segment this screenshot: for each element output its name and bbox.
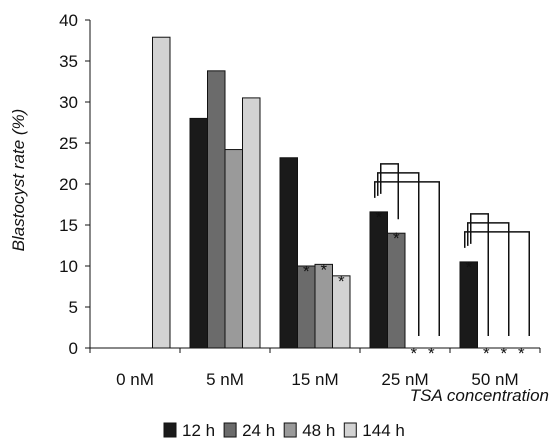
y-tick-label: 25 xyxy=(59,134,78,153)
bar-12h-5nM xyxy=(189,117,208,349)
legend-label: 48 h xyxy=(302,421,335,440)
y-tick-label: 15 xyxy=(59,216,78,235)
y-axis: 0 5 10 15 20 25 30 35 40 xyxy=(59,11,91,358)
significance-star: * xyxy=(410,344,417,363)
x-axis-title: TSA concentration xyxy=(410,386,549,405)
bar-144h-0nM xyxy=(152,36,171,349)
y-axis-title: Blastocyst rate (%) xyxy=(9,109,28,252)
significance-star: * xyxy=(375,208,382,227)
comparison-bracket xyxy=(464,231,530,336)
y-tick-label: 40 xyxy=(59,11,78,30)
bar-48h-5nM xyxy=(224,149,243,349)
bar-24h-25nM xyxy=(387,232,406,349)
x-axis: 0 nM 5 nM 15 nM 25 nM 50 nM xyxy=(89,347,541,389)
legend-item: 24 h xyxy=(223,421,275,440)
legend-swatch xyxy=(283,422,297,438)
bars xyxy=(152,36,478,349)
bar-144h-15nM xyxy=(332,275,351,349)
legend-label: 24 h xyxy=(242,421,275,440)
legend-swatch xyxy=(223,422,237,438)
comparison-bracket xyxy=(377,172,420,336)
x-tick-label: 0 nM xyxy=(116,370,154,389)
x-tick-label: 50 nM xyxy=(471,370,518,389)
significance-stars: * * * * * * * * * * * xyxy=(303,208,525,363)
significance-star: * xyxy=(393,229,400,248)
bar-12h-25nM xyxy=(369,211,388,349)
significance-star: * xyxy=(500,344,507,363)
significance-star: * xyxy=(320,260,327,279)
y-tick-label: 0 xyxy=(69,339,78,358)
legend-swatch xyxy=(343,422,357,438)
comparison-bracket xyxy=(374,181,440,336)
significance-star: * xyxy=(428,344,435,363)
y-tick-label: 30 xyxy=(59,93,78,112)
significance-star: * xyxy=(483,344,490,363)
legend-label: 144 h xyxy=(362,421,405,440)
comparison-bracket xyxy=(470,213,489,336)
legend-swatch xyxy=(163,422,177,438)
legend-item: 144 h xyxy=(343,421,405,440)
significance-star: * xyxy=(338,272,345,291)
x-tick-label: 25 nM xyxy=(381,370,428,389)
y-tick-label: 20 xyxy=(59,175,78,194)
bar-12h-50nM xyxy=(459,261,478,349)
significance-star: * xyxy=(465,258,472,277)
legend-label: 12 h xyxy=(182,421,215,440)
comparison-bracket xyxy=(380,163,399,220)
comparison-bracket xyxy=(467,222,510,336)
y-tick-label: 5 xyxy=(69,298,78,317)
bar-144h-5nM xyxy=(242,97,261,349)
y-tick-label: 35 xyxy=(59,52,78,71)
legend-item: 12 h xyxy=(163,421,215,440)
bar-24h-5nM xyxy=(207,70,226,349)
y-tick-label: 10 xyxy=(59,257,78,276)
x-tick-label: 15 nM xyxy=(291,370,338,389)
significance-star: * xyxy=(303,262,310,281)
legend-item: 48 h xyxy=(283,421,335,440)
legend: 12 h 24 h 48 h 144 h xyxy=(163,421,405,440)
bar-12h-15nM xyxy=(279,157,298,349)
x-tick-label: 5 nM xyxy=(206,370,244,389)
significance-star: * xyxy=(518,344,525,363)
significance-brackets xyxy=(374,163,530,336)
